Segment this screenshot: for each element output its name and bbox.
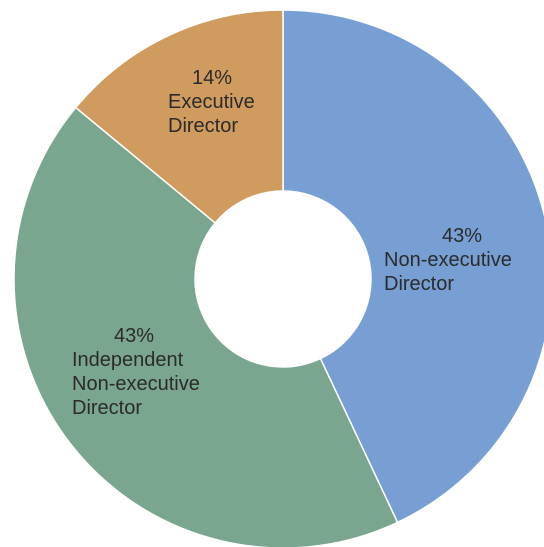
slice: [13, 106, 399, 547]
label-line: Director: [72, 397, 142, 419]
category-label: Non-executive Director: [384, 249, 512, 295]
slice: [74, 9, 284, 224]
label-line: Independent: [72, 349, 184, 371]
slice: [282, 9, 544, 524]
value-label: 43%: [442, 225, 482, 247]
value-label: 43%: [114, 325, 154, 347]
label-line: Non-executive: [384, 249, 512, 271]
category-label: Executive Director: [168, 91, 255, 137]
label-line: Non-executive: [72, 373, 200, 395]
value-label: 14%: [192, 67, 232, 89]
category-label: Independent Non-executive Director: [72, 349, 200, 419]
label-line: Director: [168, 115, 238, 137]
label-line: Director: [384, 273, 454, 295]
label-line: Executive: [168, 91, 255, 113]
